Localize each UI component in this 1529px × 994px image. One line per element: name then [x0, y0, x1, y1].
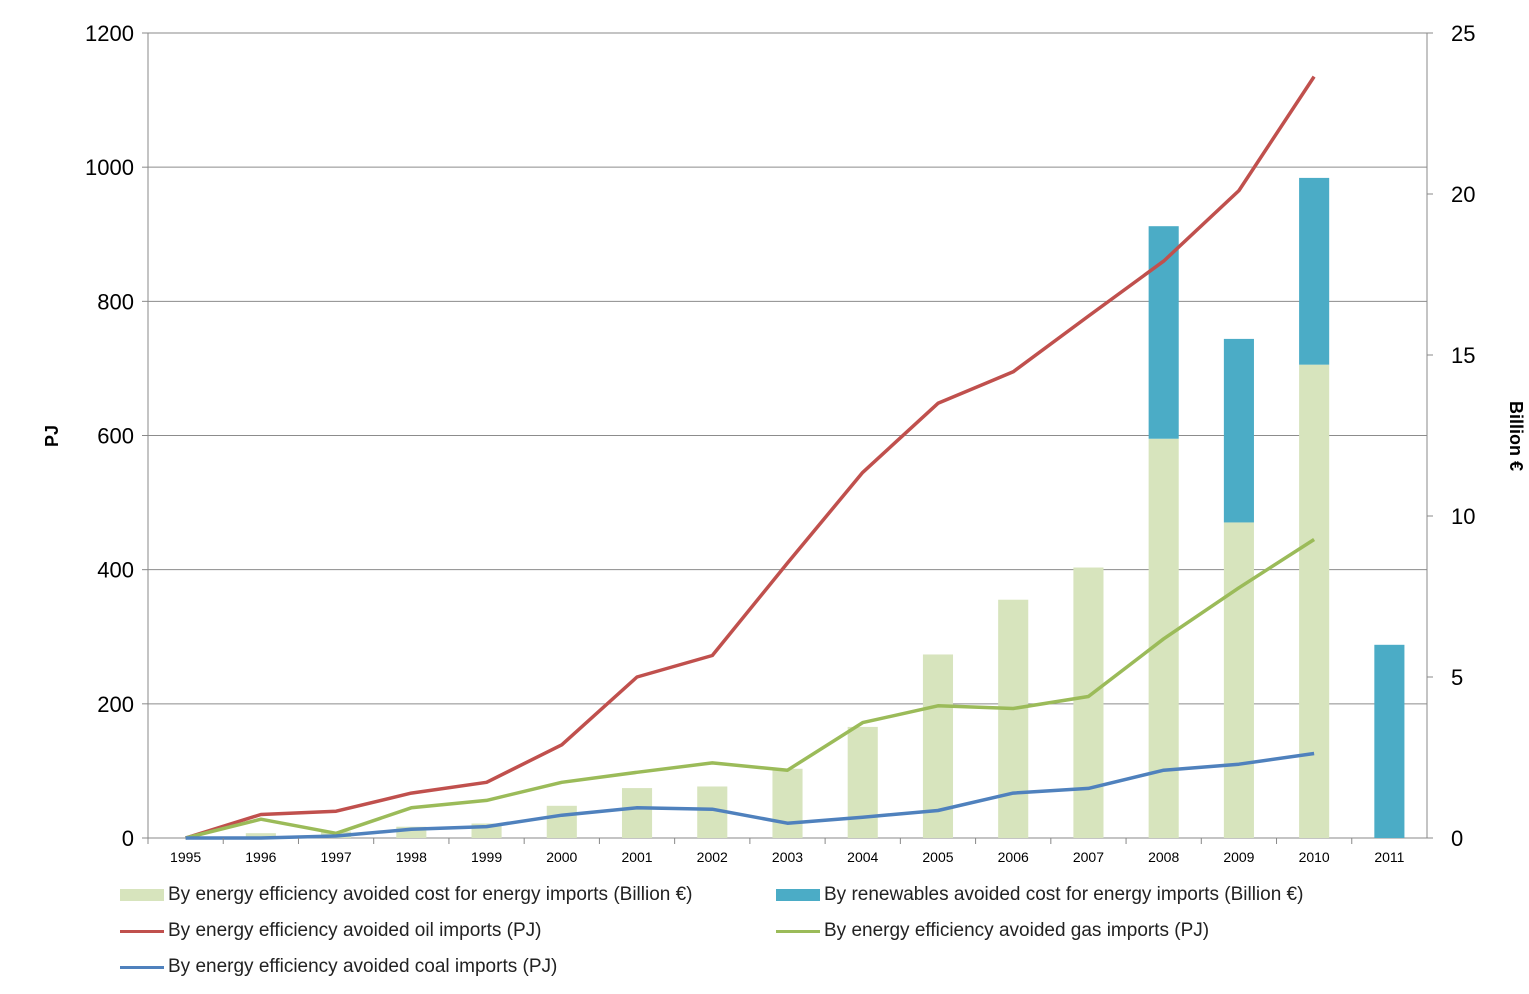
bar-efficiency-cost [1223, 522, 1254, 838]
bar-renewables-cost [1223, 338, 1254, 523]
legend-item-ee-cost: By energy efficiency avoided cost for en… [120, 884, 693, 906]
bar-efficiency-cost [847, 726, 878, 838]
y2-tick-label: 0 [1451, 826, 1463, 851]
x-tick-label: 2005 [922, 849, 953, 865]
x-tick-label: 2001 [621, 849, 652, 865]
x-tick-label: 1995 [170, 849, 201, 865]
y-axis-label: PJ [42, 425, 62, 447]
legend-swatch-ee-cost [120, 889, 164, 901]
bar-efficiency-cost [396, 826, 427, 838]
legend-label-coal: By energy efficiency avoided coal import… [168, 956, 558, 977]
gas-imports-line [185, 538, 1316, 840]
y2-tick-label: 20 [1451, 182, 1475, 207]
x-tick-label: 2000 [546, 849, 577, 865]
legend-swatch-oil [120, 929, 164, 933]
gridlines [148, 166, 1427, 705]
x-axis-ticks: 1995 1996 1997 1998 1999 2000 2001 2002 2003 2004… [147, 838, 1405, 865]
x-tick-label: 2004 [847, 849, 878, 865]
y2-tick-label: 5 [1451, 665, 1463, 690]
bar-efficiency-cost [1073, 567, 1104, 838]
bar-renewables-cost [1299, 177, 1330, 365]
bar-efficiency-cost [998, 599, 1029, 838]
right-axis-ticks: 0 5 10 15 20 25 [1427, 21, 1475, 851]
legend-label-re-cost: By renewables avoided cost for energy im… [824, 884, 1304, 905]
bar-efficiency-cost [1299, 364, 1330, 838]
coal-imports-line [185, 751, 1315, 840]
legend-item-re-cost: By renewables avoided cost for energy im… [776, 884, 1303, 906]
legend-item-coal: By energy efficiency avoided coal import… [120, 956, 557, 978]
legend-item-gas: By energy efficiency avoided gas imports… [776, 920, 1209, 942]
bar-efficiency-cost [546, 805, 577, 838]
bar-efficiency-cost [772, 768, 803, 838]
lines-layer [185, 75, 1316, 840]
y-tick-label: 600 [97, 424, 134, 449]
x-tick-label: 2007 [1073, 849, 1104, 865]
legend-swatch-re-cost [776, 889, 820, 901]
x-tick-label: 1999 [471, 849, 502, 865]
y-tick-label: 200 [97, 692, 134, 717]
bar-renewables-cost [1374, 644, 1405, 838]
legend-swatch-coal [120, 965, 164, 969]
bar-efficiency-cost [621, 788, 653, 838]
x-tick-label: 2002 [697, 849, 728, 865]
y2-tick-label: 15 [1451, 343, 1475, 368]
y2-tick-label: 10 [1451, 504, 1475, 529]
bar-efficiency-cost [245, 833, 276, 838]
x-tick-label: 2011 [1374, 849, 1404, 865]
y2-tick-label: 25 [1451, 21, 1475, 46]
x-tick-label: 1998 [396, 849, 427, 865]
x-tick-label: 1997 [321, 849, 352, 865]
x-tick-label: 2006 [998, 849, 1029, 865]
bars-layer [245, 177, 1405, 838]
y-tick-label: 800 [97, 289, 134, 314]
y-tick-label: 1000 [85, 155, 134, 180]
left-axis-ticks: 0 200 400 600 800 1000 1200 [85, 21, 148, 851]
legend-swatch-gas [776, 929, 820, 933]
legend-label-gas: By energy efficiency avoided gas imports… [824, 920, 1210, 941]
bar-renewables-cost [1148, 226, 1179, 439]
legend-item-oil: By energy efficiency avoided oil imports… [120, 920, 541, 942]
legend-label-ee-cost: By energy efficiency avoided cost for en… [168, 884, 693, 905]
x-tick-label: 2010 [1299, 849, 1330, 865]
x-tick-label: 2008 [1148, 849, 1179, 865]
y-tick-label: 1200 [85, 21, 134, 46]
y-tick-label: 0 [122, 826, 134, 851]
x-tick-label: 2003 [772, 849, 803, 865]
y-tick-label: 400 [97, 558, 134, 583]
legend-label-oil: By energy efficiency avoided oil imports… [168, 920, 542, 941]
x-tick-label: 2009 [1223, 849, 1254, 865]
oil-imports-line [185, 75, 1316, 840]
x-tick-label: 1996 [245, 849, 276, 865]
y2-axis-label: Billion € [1506, 401, 1526, 471]
